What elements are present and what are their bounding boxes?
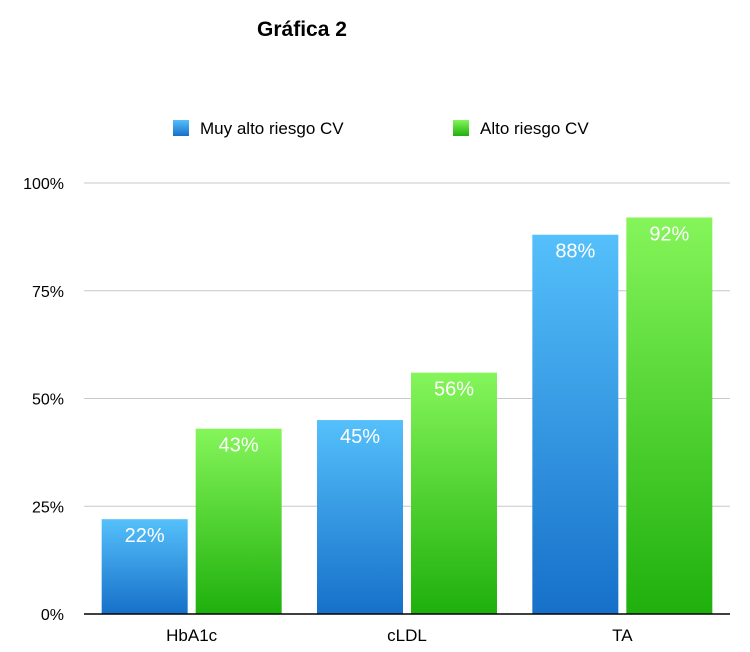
- value-label-alto-riesgo-cv-hba1c: 43%: [219, 435, 259, 457]
- value-label-muy-alto-riesgo-cv-ta: 88%: [555, 241, 595, 263]
- bar-muy-alto-riesgo-cv-ta: [532, 234, 619, 614]
- value-labels: 22% 43% 45% 56% 88% 92%: [125, 223, 690, 547]
- y-tick-label-75: 75%: [32, 284, 64, 301]
- legend: Muy alto riesgo CV Alto riesgo CV: [173, 119, 589, 138]
- value-label-muy-alto-riesgo-cv-cldl: 45%: [340, 426, 380, 448]
- x-category-label-ta: TA: [612, 626, 633, 645]
- x-category-label-hba1c: HbA1c: [166, 626, 218, 645]
- value-label-alto-riesgo-cv-cldl: 56%: [434, 379, 474, 401]
- value-label-muy-alto-riesgo-cv-hba1c: 22%: [125, 525, 165, 547]
- x-axis-categories: HbA1c cLDL TA: [166, 626, 633, 645]
- chart-title: Gráfica 2: [257, 18, 347, 41]
- legend-label-alto-riesgo: Alto riesgo CV: [480, 119, 589, 138]
- gridlines: [84, 182, 730, 507]
- bars: [101, 217, 713, 615]
- y-axis-ticks: 0% 25% 50% 75% 100%: [23, 176, 64, 624]
- legend-label-muy-alto-riesgo: Muy alto riesgo CV: [200, 119, 344, 138]
- value-label-alto-riesgo-cv-ta: 92%: [649, 223, 689, 245]
- bar-muy-alto-riesgo-cv-hba1c: [101, 519, 188, 614]
- legend-item-alto-riesgo: Alto riesgo CV: [453, 119, 589, 138]
- bar-alto-riesgo-cv-hba1c: [195, 428, 282, 614]
- y-tick-label-25: 25%: [32, 499, 64, 516]
- y-tick-label-100: 100%: [23, 176, 64, 193]
- y-tick-label-0: 0%: [41, 607, 64, 624]
- legend-swatch-alto-riesgo: [453, 120, 469, 136]
- legend-item-muy-alto-riesgo: Muy alto riesgo CV: [173, 119, 344, 138]
- bar-alto-riesgo-cv-ta: [626, 217, 713, 615]
- y-tick-label-50: 50%: [32, 392, 64, 409]
- legend-swatch-muy-alto-riesgo: [173, 120, 189, 136]
- bar-alto-riesgo-cv-cldl: [411, 372, 497, 614]
- bar-muy-alto-riesgo-cv-cldl: [317, 420, 403, 614]
- x-category-label-cldl: cLDL: [387, 626, 427, 645]
